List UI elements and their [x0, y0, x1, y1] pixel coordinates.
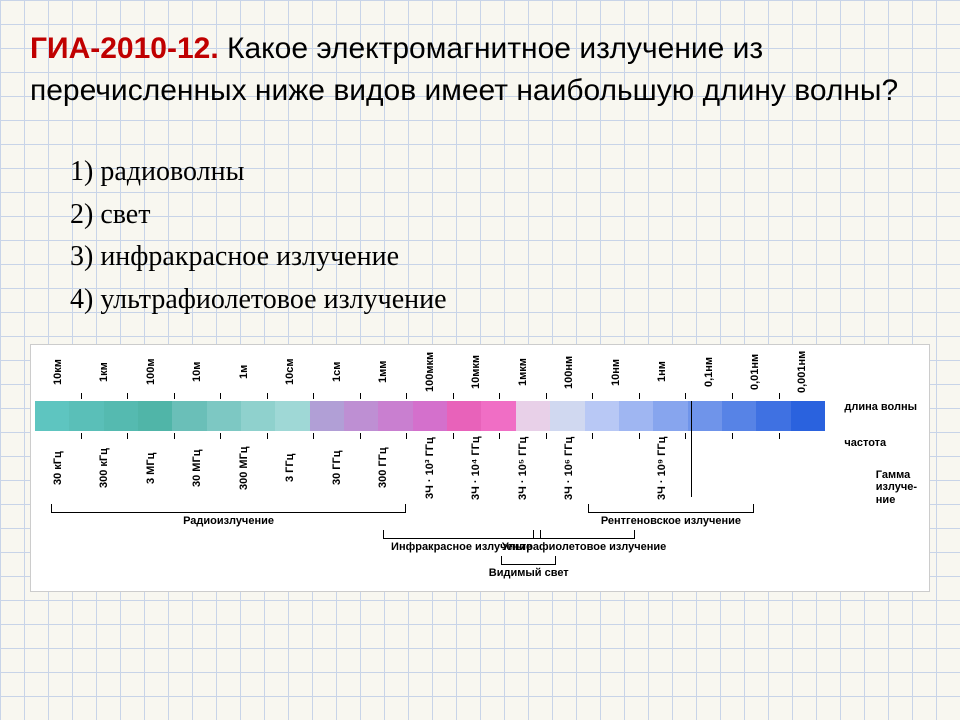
answer-options: 1) радиоволны 2) свет 3) инфракрасное из…	[70, 152, 930, 320]
spectrum-segment	[722, 401, 756, 431]
option-1: 1) радиоволны	[70, 152, 930, 193]
wavelength-tick-label: 10мкм	[453, 351, 499, 393]
bracket-uv	[533, 527, 636, 539]
bracket-visible	[501, 553, 556, 565]
wavelength-tick-label: 0,01нм	[732, 351, 778, 393]
option-3: 3) инфракрасное излучение	[70, 237, 930, 278]
frequency-tick-label: 3 МГц	[128, 439, 174, 497]
frequency-tick-label: 300 кГц	[81, 439, 127, 497]
slide-content: ГИА-2010-12. Какое электромагнитное излу…	[0, 0, 960, 720]
frequency-tick-label: 3Ч · 10⁵ ГГц	[500, 439, 546, 497]
wavelength-tick-label: 0,001нм	[779, 351, 825, 393]
wavelength-tick-label: 1нм	[639, 351, 685, 393]
bracket-label-radio: Радиоизлучение	[183, 515, 274, 527]
spectrum-segment	[688, 401, 722, 431]
wavelength-tick-label: 10км	[35, 351, 81, 393]
spectrum-segment	[653, 401, 687, 431]
wavelength-tick-label: 100мкм	[407, 351, 453, 393]
wavelength-tick-label: 100нм	[546, 351, 592, 393]
frequency-tick-label	[732, 439, 778, 497]
top-ticks	[35, 393, 825, 399]
frequency-tick-label: 3 ГГц	[267, 439, 313, 497]
frequency-tick-label: 300 ГГц	[360, 439, 406, 497]
spectrum-segment	[104, 401, 138, 431]
spectrum-segment	[241, 401, 275, 431]
spectrum-segment	[585, 401, 619, 431]
frequency-tick-label: 3Ч · 10⁹ ГГц	[639, 439, 685, 497]
spectrum-segment	[310, 401, 344, 431]
spectrum-segment	[138, 401, 172, 431]
wavelength-tick-label: 1м	[221, 351, 267, 393]
option-2: 2) свет	[70, 195, 930, 236]
spectrum-segment	[550, 401, 584, 431]
spectrum-segment	[207, 401, 241, 431]
spectrum-bar	[35, 401, 825, 431]
wavelength-tick-label: 1см	[314, 351, 360, 393]
spectrum-segment	[275, 401, 309, 431]
frequency-labels: 30 кГц300 кГц3 МГц30 МГц300 МГц3 ГГц30 Г…	[35, 439, 825, 497]
bracket-xray	[588, 501, 754, 513]
frequency-tick-label	[593, 439, 639, 497]
spectrum-segment	[481, 401, 515, 431]
spectrum-segment	[35, 401, 69, 431]
bracket-infrared	[383, 527, 541, 539]
frequency-axis-label: частота	[844, 437, 917, 450]
spectrum-segment	[413, 401, 447, 431]
wavelength-tick-label: 0,1нм	[686, 351, 732, 393]
region-brackets: РадиоизлучениеИнфракрасное излучениеВиди…	[35, 497, 825, 587]
bracket-label-visible: Видимый свет	[489, 567, 569, 579]
wavelength-tick-label: 100м	[128, 351, 174, 393]
bracket-label-xray: Рентгеновское излучение	[601, 515, 741, 527]
frequency-tick-label: 300 МГц	[221, 439, 267, 497]
spectrum-segment	[619, 401, 653, 431]
wavelength-tick-label: 1мм	[360, 351, 406, 393]
bracket-label-uv: Ультрафиолетовое излучение	[502, 541, 666, 553]
spectrum-segment	[756, 401, 790, 431]
frequency-tick-label: 3Ч · 10⁶ ГГц	[546, 439, 592, 497]
frequency-tick-label: 30 ГГц	[314, 439, 360, 497]
frequency-tick-label: 30 кГц	[35, 439, 81, 497]
question-text: ГИА-2010-12. Какое электромагнитное излу…	[30, 28, 930, 112]
wavelength-labels: 10км1км100м10м1м10см1см1мм100мкм10мкм1мк…	[35, 351, 825, 393]
bracket-radio	[51, 501, 407, 513]
axis-labels: длина волны частота	[844, 401, 917, 449]
frequency-tick-label	[779, 439, 825, 497]
frequency-tick-label	[686, 439, 732, 497]
wavelength-axis-label: длина волны	[844, 401, 917, 414]
question-lead: ГИА-2010-12.	[30, 32, 219, 65]
spectrum-segment	[69, 401, 103, 431]
spectrum-segment	[378, 401, 412, 431]
wavelength-tick-label: 1мкм	[500, 351, 546, 393]
spectrum-segment	[447, 401, 481, 431]
spectrum-diagram: 10км1км100м10м1м10см1см1мм100мкм10мкм1мк…	[30, 344, 930, 592]
frequency-tick-label: 30 МГц	[174, 439, 220, 497]
spectrum-segment	[344, 401, 378, 431]
gamma-line	[691, 401, 692, 497]
spectrum-segment	[516, 401, 550, 431]
gamma-label: Гаммаизлуче-ние	[876, 469, 917, 505]
wavelength-tick-label: 10нм	[593, 351, 639, 393]
spectrum-segment	[172, 401, 206, 431]
frequency-tick-label: 3Ч · 10⁴ ГГц	[453, 439, 499, 497]
spectrum-segment	[791, 401, 825, 431]
wavelength-tick-label: 10см	[267, 351, 313, 393]
wavelength-tick-label: 10м	[174, 351, 220, 393]
option-4: 4) ультрафиолетовое излучение	[70, 280, 930, 321]
wavelength-tick-label: 1км	[81, 351, 127, 393]
frequency-tick-label: 3Ч · 10³ ГГц	[407, 439, 453, 497]
